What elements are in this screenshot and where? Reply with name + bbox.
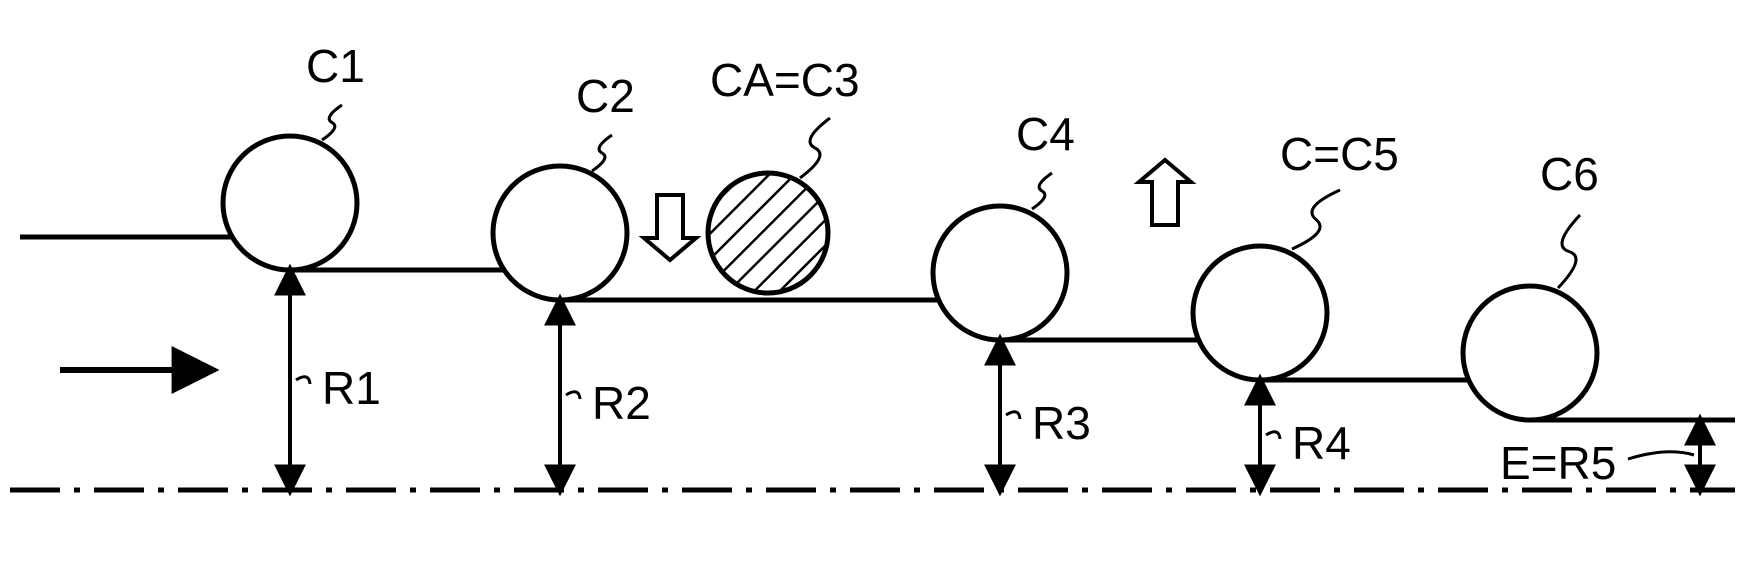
label-c2: C2 — [576, 70, 635, 122]
leader-c2 — [592, 135, 612, 171]
dim-label-r4: R4 — [1292, 417, 1351, 469]
dim-leader-r3 — [1006, 412, 1020, 419]
dim-leader-r1 — [296, 377, 310, 384]
leader-c3 — [800, 118, 830, 178]
dim-leader-r5 — [1628, 452, 1694, 459]
down-arrow-icon — [644, 195, 696, 260]
diagram-canvas: C1 C2 CA=C3 C4 C=C5 C6 R1 R2 R3 R4 E=R5 — [0, 0, 1739, 575]
dim-leader-r4 — [1266, 432, 1280, 439]
leader-c4 — [1032, 173, 1052, 209]
leader-c6 — [1558, 215, 1580, 288]
cylinder-c2 — [493, 166, 627, 300]
label-c3: CA=C3 — [710, 54, 860, 106]
cylinder-c1 — [223, 136, 357, 270]
dim-label-r2: R2 — [592, 377, 651, 429]
label-c6: C6 — [1540, 148, 1599, 200]
dim-label-r1: R1 — [322, 362, 381, 414]
label-c1: C1 — [306, 40, 365, 92]
cylinder-c6 — [1463, 286, 1597, 420]
up-arrow-icon — [1139, 160, 1191, 225]
dim-label-r3: R3 — [1032, 397, 1091, 449]
dim-leader-r2 — [566, 392, 580, 399]
leader-c1 — [322, 105, 342, 140]
leader-c5 — [1292, 190, 1340, 249]
dim-label-r5: E=R5 — [1500, 437, 1616, 489]
label-c5: C=C5 — [1280, 128, 1399, 180]
cylinder-c3 — [708, 173, 828, 293]
cylinder-c4 — [933, 206, 1067, 340]
label-c4: C4 — [1016, 108, 1075, 160]
cylinder-c5 — [1193, 246, 1327, 380]
